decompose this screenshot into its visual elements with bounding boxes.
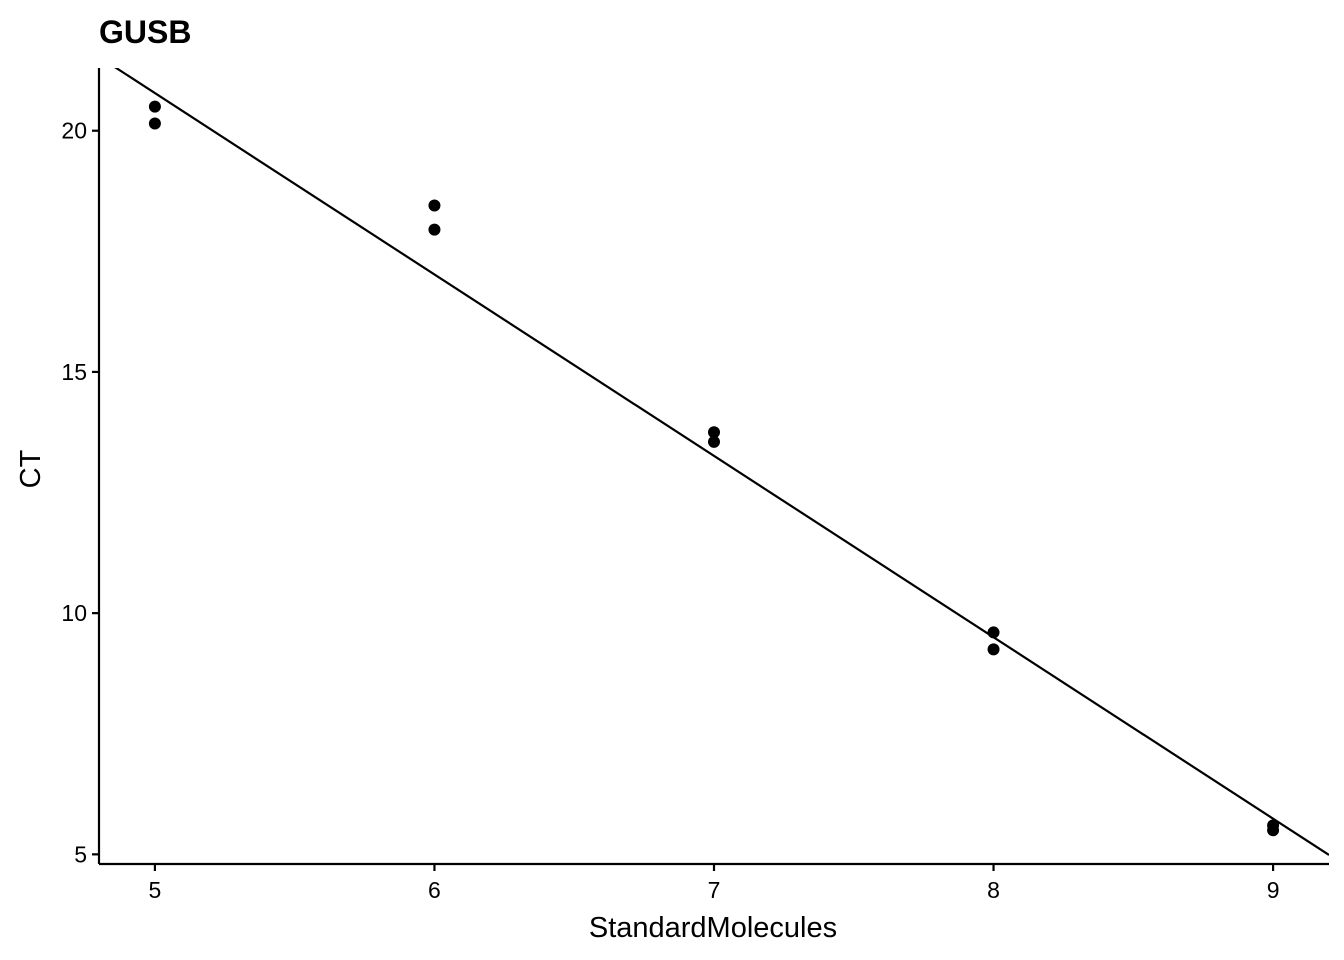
regression-line — [114, 68, 1329, 856]
x-tick-label: 7 — [708, 877, 721, 903]
data-point — [428, 223, 441, 236]
data-point — [708, 435, 720, 448]
data-point — [148, 100, 161, 113]
axes: 5 6 7 8 9 5 10 15 20 — [61, 68, 1329, 903]
y-tick-label: 10 — [61, 600, 87, 626]
x-axis-title: StandardMolecules — [589, 912, 837, 944]
data-point — [987, 626, 1000, 639]
data-point — [148, 117, 161, 130]
data-point — [987, 643, 1000, 656]
x-tick-label: 9 — [1267, 877, 1280, 903]
data-point — [428, 199, 441, 212]
y-tick-label: 20 — [61, 118, 87, 144]
x-tick-label: 8 — [987, 877, 1000, 903]
x-tick-label: 6 — [428, 877, 441, 903]
chart-title: GUSB — [99, 14, 191, 50]
y-axis-title: CT — [15, 449, 47, 488]
y-tick-label: 15 — [61, 359, 87, 385]
data-point — [1267, 824, 1280, 837]
x-tick-label: 5 — [149, 877, 162, 903]
plot-area — [114, 68, 1329, 856]
y-tick-label: 5 — [74, 841, 87, 867]
data-point — [708, 426, 720, 439]
